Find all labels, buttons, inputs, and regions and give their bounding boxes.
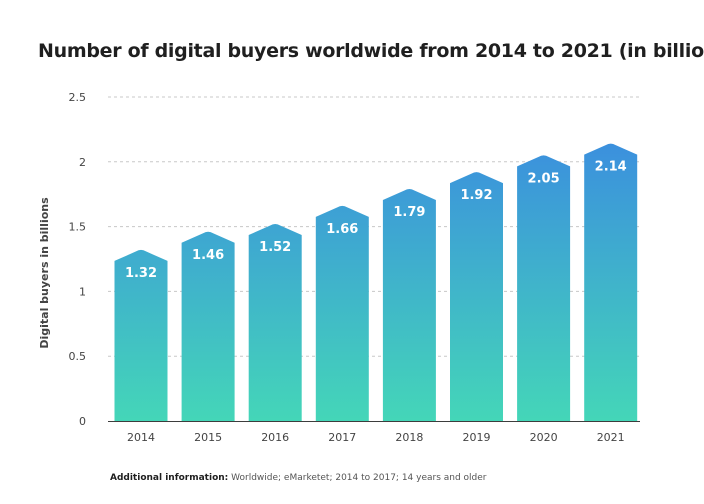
bar-2020 xyxy=(517,155,571,421)
x-tick-label: 2019 xyxy=(463,431,491,444)
bar-2018 xyxy=(382,189,436,421)
data-label: 2.05 xyxy=(528,171,560,186)
data-label: 2.14 xyxy=(595,160,627,175)
y-axis-title: Digital buyers in billions xyxy=(38,197,51,349)
footnote-label: Additional information: xyxy=(110,473,229,483)
x-tick-labels: 2014 2015 2016 2017 2018 2019 2020 2021 xyxy=(127,431,625,444)
data-label: 1.52 xyxy=(259,240,291,255)
bar-2017 xyxy=(315,205,369,421)
grid-lines xyxy=(108,96,640,357)
x-tick-label: 2015 xyxy=(194,431,222,444)
y-tick-labels: 0 0.5 1 1.5 2 2.5 xyxy=(69,91,87,428)
bar-2014 xyxy=(114,249,168,421)
y-tick-label: 2.5 xyxy=(69,91,87,104)
footnote-text: Worldwide; eMarketet; 2014 to 2017; 14 y… xyxy=(228,473,487,483)
bar-2021 xyxy=(584,143,638,421)
bar-2015 xyxy=(181,231,235,421)
x-tick-label: 2018 xyxy=(395,431,423,444)
data-label: 1.92 xyxy=(460,188,492,203)
data-label: 1.79 xyxy=(393,205,425,220)
x-tick-label: 2020 xyxy=(530,431,558,444)
x-tick-label: 2021 xyxy=(597,431,625,444)
x-tick-label: 2016 xyxy=(261,431,289,444)
x-tick-label: 2017 xyxy=(328,431,356,444)
data-label: 1.46 xyxy=(192,248,224,263)
bars: 1.32 1.46 1.52 1.66 1.79 1.92 2.05 2.14 xyxy=(114,143,638,421)
x-tick-label: 2014 xyxy=(127,431,155,444)
data-label: 1.32 xyxy=(125,266,157,281)
y-tick-label: 2 xyxy=(79,156,86,169)
y-tick-label: 0 xyxy=(79,415,86,428)
y-tick-label: 1.5 xyxy=(69,221,87,234)
data-label: 1.66 xyxy=(326,222,358,237)
bar-2019 xyxy=(450,172,503,421)
y-tick-label: 1 xyxy=(79,285,86,298)
bar-2016 xyxy=(248,224,302,421)
y-tick-label: 0.5 xyxy=(69,350,87,363)
chart-title: Number of digital buyers worldwide from … xyxy=(38,40,704,62)
footnote: Additional information: Worldwide; eMark… xyxy=(110,473,487,483)
